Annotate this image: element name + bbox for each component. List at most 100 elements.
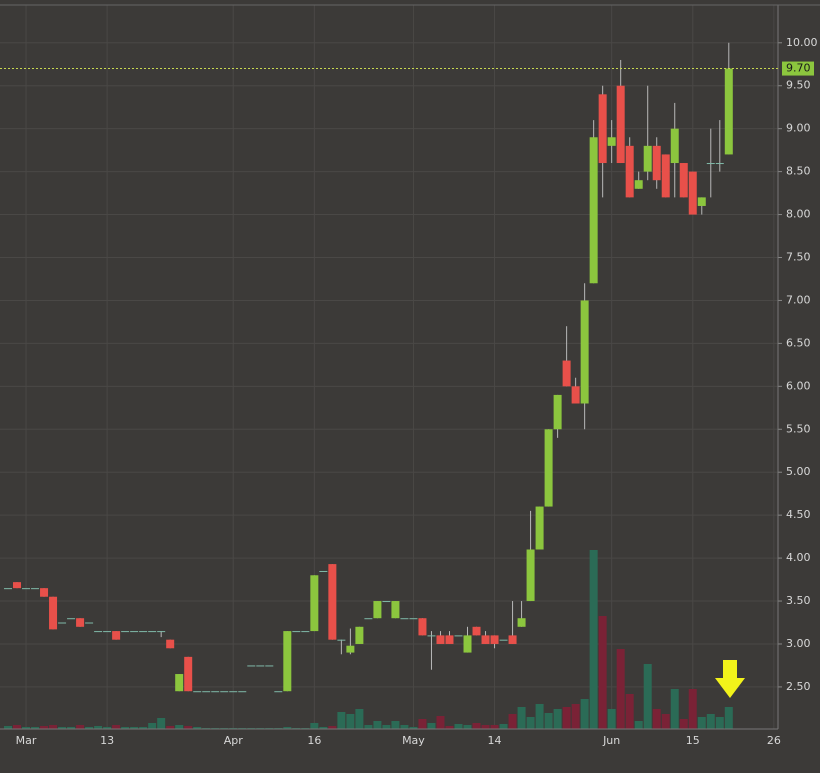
volume-bar xyxy=(490,725,499,729)
volume-bar xyxy=(724,707,733,729)
volume-bar xyxy=(328,726,337,729)
candle-body xyxy=(49,596,58,630)
candle-body xyxy=(166,639,175,649)
x-tick-label: 14 xyxy=(488,734,502,747)
volume-bar xyxy=(418,719,427,729)
candle-body xyxy=(112,631,121,640)
y-tick-label: 6.50 xyxy=(786,336,811,349)
volume-bar xyxy=(67,727,76,729)
candle-body xyxy=(409,618,418,620)
candle-body xyxy=(337,639,346,641)
candle-body xyxy=(454,635,463,637)
candle-body xyxy=(508,635,517,644)
candle-body xyxy=(328,564,337,640)
candle-body xyxy=(193,691,202,693)
candle-body xyxy=(220,691,229,693)
x-tick-label: 13 xyxy=(100,734,114,747)
volume-bar xyxy=(157,718,166,729)
x-tick-label: 15 xyxy=(686,734,700,747)
candle-body xyxy=(418,618,427,636)
volume-bar xyxy=(391,721,400,729)
candle-body xyxy=(319,570,328,572)
volume-bar xyxy=(85,727,94,729)
candle-body xyxy=(472,626,481,636)
y-tick-label: 8.50 xyxy=(786,165,811,178)
candle-body xyxy=(499,639,508,641)
candle-body xyxy=(103,631,112,633)
candle-body xyxy=(679,163,688,198)
candle-body xyxy=(94,631,103,633)
volume-bar xyxy=(337,712,346,729)
candle-body xyxy=(13,582,22,589)
volume-bar xyxy=(544,713,553,729)
volume-bar xyxy=(31,727,40,729)
candle-body xyxy=(382,601,391,603)
volume-bar xyxy=(589,550,598,729)
candle-body xyxy=(22,588,31,590)
y-tick-label: 5.50 xyxy=(786,422,811,435)
volume-bar xyxy=(283,727,292,729)
volume-bar xyxy=(58,727,67,729)
x-tick-label: 26 xyxy=(767,734,781,747)
volume-bar xyxy=(688,689,697,729)
candle-body xyxy=(598,94,607,164)
volume-bar xyxy=(76,725,85,729)
volume-bar xyxy=(184,726,193,729)
y-tick-label: 7.00 xyxy=(786,293,811,306)
arrow-annotation xyxy=(715,660,745,698)
candle-body xyxy=(400,618,409,620)
volume-bar xyxy=(472,723,481,729)
volume-bar xyxy=(346,714,355,729)
volume-bar xyxy=(697,717,706,729)
candle-body xyxy=(157,631,166,633)
candle-body xyxy=(625,145,634,198)
candle-body xyxy=(247,665,256,667)
candle-body xyxy=(364,618,373,620)
volume-bar xyxy=(643,664,652,729)
candle-body xyxy=(535,506,544,550)
axes: 2.50 3.00 3.50 4.00 4.50 5.00 5.50 6.00 6.50 7.00… xyxy=(0,4,820,747)
candle-body xyxy=(229,691,238,693)
last-price-label: 9.70 xyxy=(786,62,811,75)
candle-body xyxy=(58,622,67,624)
candle-body xyxy=(553,394,562,430)
volume-bar xyxy=(634,721,643,729)
y-tick-label: 9.00 xyxy=(786,122,811,135)
y-tick-label: 3.00 xyxy=(786,637,811,650)
candle-body xyxy=(4,588,12,590)
candle-body xyxy=(85,622,94,624)
y-tick-label: 5.00 xyxy=(786,465,811,478)
volume-bar xyxy=(49,725,58,729)
y-tick-label: 8.00 xyxy=(786,208,811,221)
volume-bar xyxy=(562,707,571,729)
volume-bar xyxy=(139,727,148,729)
candle-body xyxy=(391,601,400,619)
candle-body xyxy=(256,665,265,667)
candle-body xyxy=(643,145,652,172)
volume-bar xyxy=(481,725,490,729)
x-tick-label: Mar xyxy=(16,734,37,747)
volume-bar xyxy=(499,724,508,729)
volume-bar xyxy=(706,714,715,729)
candle-body xyxy=(274,691,283,693)
candle-body xyxy=(688,171,697,215)
volume-bar xyxy=(517,707,526,729)
volume-bar xyxy=(22,727,31,729)
volume-bar xyxy=(598,616,607,729)
y-tick-label: 4.50 xyxy=(786,508,811,521)
volume-bar xyxy=(553,709,562,729)
volume-bar xyxy=(625,694,634,729)
candle-body xyxy=(202,691,211,693)
volume-bar xyxy=(508,714,517,729)
candle-body xyxy=(292,631,301,633)
candle-body xyxy=(265,665,274,667)
volume-bar xyxy=(427,723,436,729)
volume-bar xyxy=(670,689,679,729)
candle-body xyxy=(238,691,247,693)
candle-body xyxy=(580,300,589,404)
volume-bar xyxy=(463,725,472,729)
candle-body xyxy=(670,128,679,164)
candle-body xyxy=(562,360,571,387)
y-tick-label: 9.50 xyxy=(786,79,811,92)
